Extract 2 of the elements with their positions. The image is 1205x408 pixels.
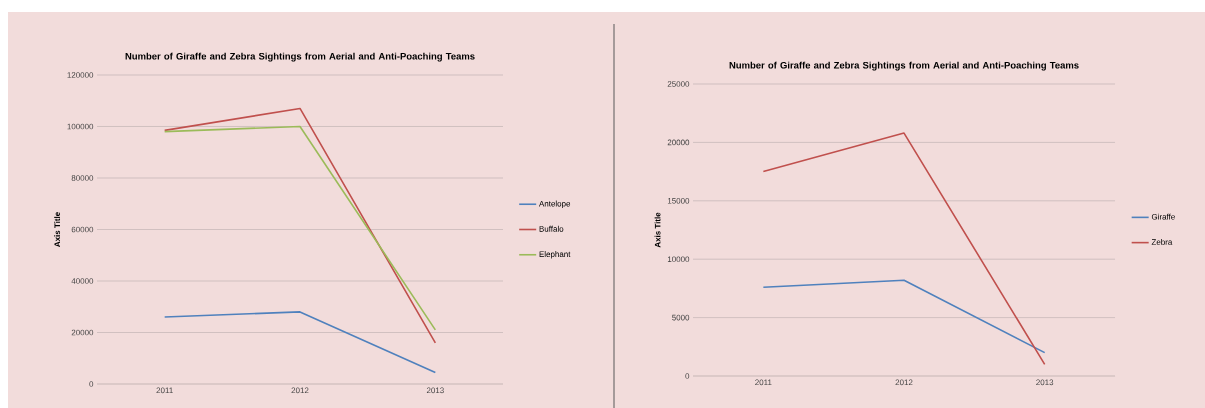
chart-title: Number of Giraffe and Zebra Sightings from Aerial and Anti-Poaching Teams [729,61,1079,71]
chart-title: Number of Giraffe and Zebra Sightings from Aerial and Anti-Poaching Teams [125,52,475,62]
